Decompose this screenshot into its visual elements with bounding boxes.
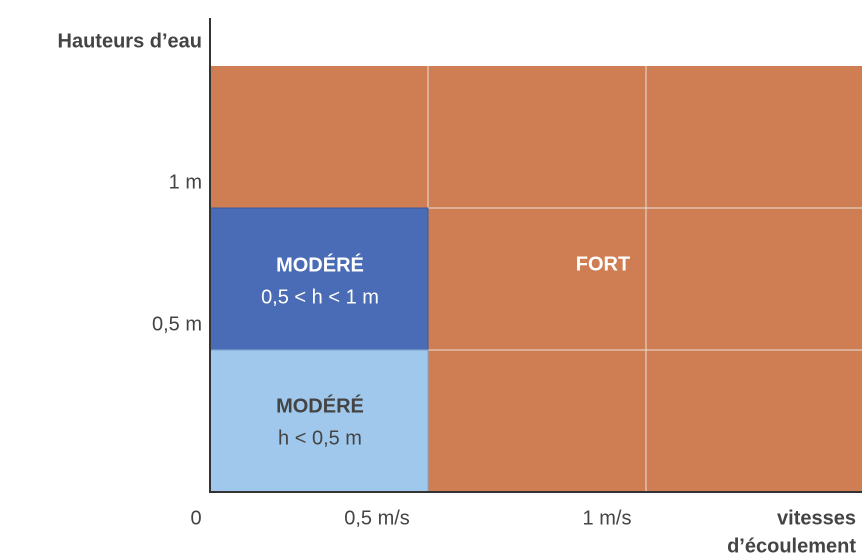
y-axis-title: Hauteurs d’eau — [58, 30, 202, 52]
zone-detail: 0,5 < h < 1 m — [261, 286, 379, 308]
moderate-zone-low — [209, 349, 429, 493]
moderate-zone-high — [209, 207, 429, 351]
zone-label: MODÉRÉ — [276, 394, 364, 417]
x-tick-label: 0 — [190, 507, 201, 529]
x-axis-title: vitesses — [777, 507, 856, 529]
zone-label: FORT — [576, 253, 630, 275]
x-axis-title: d’écoulement — [727, 535, 856, 557]
y-tick-label: 0,5 m — [152, 313, 202, 335]
x-tick-label: 0,5 m/s — [344, 507, 410, 529]
zone-detail: h < 0,5 m — [278, 427, 362, 449]
y-tick-label: 1 m — [169, 171, 202, 193]
x-tick-label: 1 m/s — [583, 507, 632, 529]
zone-label: MODÉRÉ — [276, 253, 364, 276]
